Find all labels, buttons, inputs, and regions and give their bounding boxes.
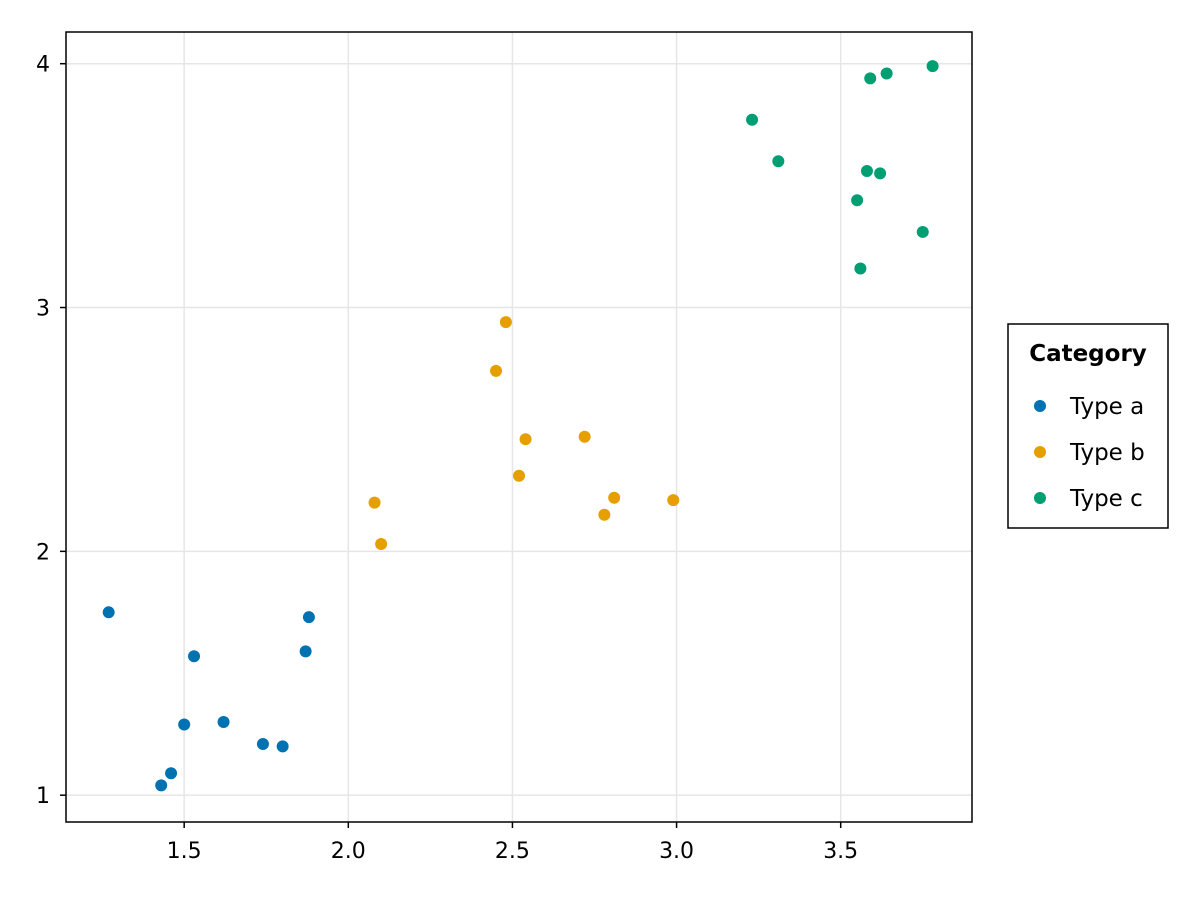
data-points	[102, 60, 939, 792]
legend-marker	[1034, 446, 1046, 458]
data-point	[375, 538, 388, 551]
data-point	[519, 433, 532, 446]
data-point	[276, 740, 289, 753]
legend-entry-label: Type a	[1069, 394, 1144, 420]
y-tick-label: 2	[36, 540, 50, 565]
data-point	[578, 430, 591, 443]
data-point	[608, 491, 621, 504]
legend-marker	[1034, 400, 1046, 412]
legend-title: Category	[1029, 341, 1147, 367]
legend: Category Type a Type b Type c	[1007, 323, 1169, 529]
data-point	[155, 779, 168, 792]
data-point	[854, 262, 867, 275]
data-point	[217, 716, 230, 729]
data-point	[864, 72, 877, 85]
data-point	[598, 508, 611, 521]
series-type-a	[102, 606, 315, 792]
data-point	[368, 496, 381, 509]
x-tick-label: 3.5	[823, 839, 858, 864]
data-point	[880, 67, 893, 80]
y-tick-label: 3	[36, 297, 50, 322]
legend-box	[1007, 323, 1169, 529]
data-point	[299, 645, 312, 658]
y-tick-label: 1	[36, 784, 50, 809]
data-point	[916, 225, 929, 238]
plot-area-frame	[65, 31, 973, 823]
series-type-b	[368, 316, 680, 551]
x-tick-label: 3.0	[659, 839, 694, 864]
data-point	[851, 194, 864, 207]
data-point	[102, 606, 115, 619]
y-tick-label: 4	[36, 53, 50, 78]
legend-entry-label: Type b	[1069, 440, 1145, 466]
data-point	[667, 494, 680, 507]
data-point	[772, 155, 785, 168]
x-tick-label: 1.5	[167, 839, 202, 864]
data-point	[926, 60, 939, 73]
data-point	[874, 167, 887, 180]
data-point	[860, 164, 873, 177]
data-point	[746, 113, 759, 126]
x-tick-label: 2.5	[495, 839, 530, 864]
legend-marker	[1034, 492, 1046, 504]
data-point	[188, 650, 201, 663]
data-point	[178, 718, 191, 731]
grid-lines	[66, 32, 972, 822]
data-point	[165, 767, 178, 780]
data-point	[302, 611, 315, 624]
axis-ticks: 1.5 2.0 2.5 3.0 3.5 1 2 3 4	[36, 53, 858, 864]
data-point	[256, 737, 269, 750]
data-point	[513, 469, 525, 482]
legend-entry-label: Type c	[1069, 486, 1143, 512]
data-point	[490, 364, 503, 377]
series-type-c	[746, 60, 939, 275]
x-tick-label: 2.0	[331, 839, 366, 864]
data-point	[499, 316, 512, 329]
